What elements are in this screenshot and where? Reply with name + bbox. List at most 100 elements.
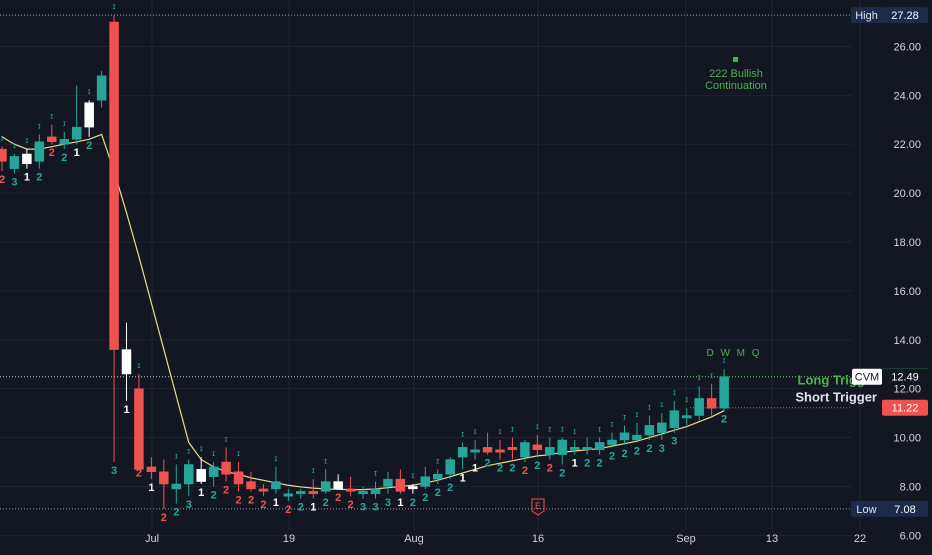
candle (109, 15, 119, 462)
candle-body (520, 442, 530, 458)
bar-marker: ɪ (411, 471, 414, 480)
bar-count: 1 (397, 497, 403, 509)
candle (619, 425, 630, 445)
bar-marker: ɪ (561, 425, 564, 434)
bar-count: 3 (385, 497, 391, 509)
candle-body (408, 486, 418, 490)
candle (682, 408, 692, 426)
bar-marker: ɪ (461, 429, 464, 438)
high-name-tag (851, 7, 882, 24)
candles[interactable] (0, 15, 729, 509)
candle (370, 481, 381, 499)
candle (134, 374, 144, 470)
price-levels (0, 14, 852, 510)
bar-marker: ɪ (499, 427, 502, 436)
time-tick-label: 13 (766, 533, 778, 545)
candle-body (184, 464, 194, 485)
candle (657, 413, 667, 440)
low-price-value: 7.08 (894, 504, 915, 516)
bar-count: 2 (335, 492, 341, 504)
candle-body (657, 422, 667, 433)
bar-marker: ɪ (648, 403, 651, 412)
bar-marker: ɪ (274, 454, 277, 463)
bar-count: 2 (348, 499, 354, 511)
bar-marker: ɪ (573, 427, 576, 436)
candle-body (109, 21, 119, 350)
time-tick-label: 16 (532, 533, 544, 545)
candle-body (582, 447, 592, 451)
candle-body (632, 434, 642, 441)
candle (283, 488, 294, 502)
candle (221, 447, 231, 482)
bar-marker: ɪ (723, 356, 726, 365)
bar-count: 1 (472, 463, 478, 475)
bar-count: 3 (360, 502, 366, 514)
bar-marker: ɪ (324, 456, 327, 465)
bar-count: 1 (123, 404, 129, 416)
bar-marker: ɪ (374, 469, 377, 478)
candle (121, 322, 132, 401)
bar-count: 2 (86, 140, 92, 152)
bar-count: 2 (422, 492, 428, 504)
candle (706, 383, 717, 416)
candle-body (59, 139, 69, 145)
bar-count: 1 (148, 482, 154, 494)
candle-body (22, 153, 32, 165)
time-tick-label: Jul (145, 533, 159, 545)
candle-body (644, 425, 655, 436)
bar-marker: ɪ (598, 425, 601, 434)
time-axis[interactable]: Jul 19 Aug 16 Sep 13 22 (145, 533, 866, 545)
candle-body (495, 449, 505, 453)
bar-count: 2 (36, 172, 42, 184)
price-tick-label: 14.00 (893, 335, 921, 347)
bar-marker: ɪ (548, 425, 551, 434)
current-price-tag (882, 368, 928, 385)
price-tick-label: 16.00 (893, 286, 921, 298)
candle (395, 469, 406, 494)
price-tick-label: 10.00 (893, 433, 921, 445)
bar-count: 3 (372, 502, 378, 514)
candle-body (457, 447, 468, 458)
candle (507, 437, 518, 460)
bar-marker: ɪ (436, 456, 439, 465)
bar-marker: ɪ (536, 422, 539, 431)
candle (171, 464, 182, 504)
bar-count: 2 (609, 450, 615, 462)
bar-count: 2 (136, 467, 142, 479)
candle (495, 440, 505, 460)
candle-body (545, 447, 555, 455)
bar-marker: ɪ (611, 420, 614, 429)
candle-body (619, 432, 630, 441)
candle-body (296, 491, 306, 495)
candle (208, 462, 219, 487)
earnings-icon (531, 498, 545, 516)
candle-body (433, 473, 443, 480)
bar-count: 2 (173, 507, 179, 519)
bar-count: 1 (310, 502, 316, 514)
price-tick-label: 8.00 (900, 481, 921, 493)
bar-marker: ɪ (38, 121, 41, 130)
candle-body (333, 481, 343, 490)
bar-count: 2 (547, 463, 553, 475)
candle-body (47, 136, 57, 143)
bar-count: 2 (223, 485, 229, 497)
candle (607, 432, 617, 448)
price-tick-label: 24.00 (893, 90, 921, 102)
candle-body (607, 439, 617, 446)
bar-marker: ɪ (13, 141, 16, 150)
candle-body (134, 388, 144, 470)
price-axis[interactable]: USD6.008.0010.0012.0014.0016.0018.0020.0… (851, 7, 928, 542)
bar-marker: ɪ (511, 425, 514, 434)
candle (47, 124, 57, 145)
candle (582, 437, 592, 455)
candle-body (345, 488, 356, 492)
bar-count: 2 (597, 458, 603, 470)
bar-marker: ɪ (474, 427, 477, 436)
bar-count: 2 (260, 499, 266, 511)
candle (84, 100, 94, 137)
bar-count: 2 (235, 494, 241, 506)
candle (457, 442, 468, 470)
candle (482, 432, 493, 455)
